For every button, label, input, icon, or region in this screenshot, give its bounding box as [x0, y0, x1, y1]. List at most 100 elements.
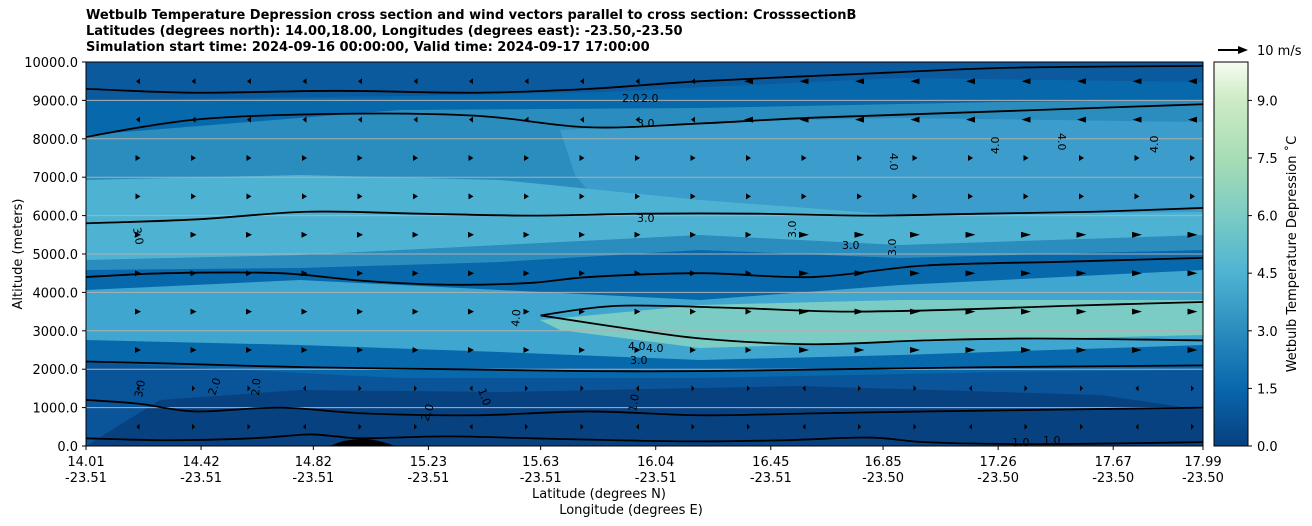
field-band-lowest-dark — [86, 386, 1203, 446]
field-band-light-mid — [86, 175, 1203, 260]
wind-vector-185 — [413, 78, 418, 85]
x-tick-label-lon-2: -23.51 — [292, 471, 334, 486]
wind-vector-93 — [854, 270, 865, 277]
wind-vector-34 — [913, 385, 917, 392]
wind-vector-11 — [747, 423, 750, 430]
wind-vector-116 — [1021, 231, 1031, 238]
wind-vector-68 — [579, 308, 585, 315]
x-tick-label-lat-5: 16.04 — [637, 455, 674, 470]
wind-vector-89 — [634, 270, 641, 277]
wind-vector-32 — [802, 385, 806, 392]
wind-vector-115 — [965, 231, 976, 238]
contour-line-1-0-0 — [86, 433, 1203, 446]
wind-vector-24 — [358, 385, 362, 392]
x-tick-label-lon-4: -23.51 — [520, 471, 562, 486]
x-tick-label-lat-0: 14.01 — [67, 455, 104, 470]
x-tick-label-lon-10: -23.50 — [1182, 471, 1224, 486]
wind-vector-6 — [469, 423, 473, 430]
wind-vector-173 — [855, 116, 864, 123]
wind-vector-191 — [744, 78, 753, 85]
contour-label-4c: 4.0 — [509, 309, 523, 328]
wind-vector-99 — [1187, 270, 1198, 277]
quiver-key: 10 m/s — [1218, 44, 1302, 59]
contour-line-2-0-1 — [86, 399, 1203, 417]
wind-vector-80 — [135, 270, 141, 277]
contour-label-3c: 3.0 — [842, 239, 860, 252]
wind-vector-50 — [690, 347, 696, 353]
wind-vector-113 — [854, 231, 865, 238]
wind-vector-162 — [247, 116, 251, 123]
wind-vector-136 — [1023, 193, 1029, 200]
colorbar-ticks: 0.0 1.5 3.0 4.5 6.0 7.5 9.0 — [1248, 94, 1278, 455]
wind-vector-196 — [1021, 78, 1031, 85]
wind-vector-153 — [857, 155, 862, 161]
wind-vector-180 — [136, 78, 140, 85]
wind-vector-187 — [524, 78, 529, 85]
wind-vector-39 — [1191, 385, 1194, 392]
x-axis-label-lon: Longitude (degrees E) — [559, 503, 703, 518]
contour-line-4-0-8 — [540, 301, 1203, 317]
wind-vector-100 — [135, 231, 141, 238]
wind-vector-159 — [1190, 155, 1195, 161]
wind-vector-123 — [302, 193, 307, 200]
wind-vector-175 — [966, 116, 975, 123]
wind-vector-29 — [636, 385, 639, 392]
wind-vector-188 — [580, 78, 584, 85]
wind-vector-22 — [247, 385, 251, 392]
wind-vector-151 — [746, 155, 751, 161]
contour-label-3g: 3.0 — [786, 221, 799, 239]
contour-label-2b: 2.0 — [641, 92, 659, 105]
wind-vectors — [135, 78, 1198, 430]
wind-vector-142 — [246, 155, 252, 161]
contour-line-3-0-3 — [86, 360, 1203, 373]
wind-vector-126 — [468, 193, 474, 200]
wind-vector-28 — [580, 385, 584, 392]
wind-vector-167 — [524, 116, 529, 123]
wind-vector-56 — [1021, 347, 1031, 353]
wind-vector-105 — [412, 231, 419, 238]
contour-label-3: 3.0 — [637, 117, 655, 130]
x-axis-label-lat: Latitude (degrees N) — [532, 487, 666, 502]
wind-vector-48 — [579, 347, 585, 353]
wind-vector-125 — [413, 193, 418, 200]
y-tick-label-1: 1000.0 — [33, 402, 79, 417]
wind-vector-23 — [303, 385, 306, 392]
x-tick-label-lon-1: -23.51 — [180, 471, 222, 486]
wind-vector-174 — [910, 116, 920, 123]
wind-vector-5 — [414, 423, 417, 430]
colorbar-tick-label-6: 9.0 — [1257, 94, 1278, 109]
contour-label-3b: 3.0 — [637, 212, 655, 225]
contour-label-1c: 1.0 — [1012, 436, 1030, 449]
quiver-key-arrow-head — [1238, 46, 1248, 54]
wind-vector-84 — [357, 270, 363, 277]
contour-label-4b: 4.0 — [646, 342, 664, 355]
wind-vector-157 — [1079, 155, 1084, 161]
wind-vector-7 — [525, 423, 528, 430]
wind-vector-146 — [468, 155, 474, 161]
wind-vector-111 — [745, 231, 752, 238]
contour-label-1: 1.0 — [475, 387, 493, 408]
wind-vector-16 — [1024, 423, 1028, 430]
x-tick-label-lon-7: -23.50 — [862, 471, 904, 486]
contour-label-1d: 1.0 — [1043, 434, 1061, 447]
wind-vector-76 — [1021, 308, 1031, 315]
wind-vector-131 — [746, 193, 751, 200]
contour-line-3-0-6 — [86, 207, 1203, 225]
contour-line-4-0-7 — [540, 314, 1203, 346]
x-tick-label-lat-2: 14.82 — [295, 455, 332, 470]
wind-vector-184 — [358, 78, 362, 85]
wind-vector-156 — [1023, 155, 1029, 161]
y-tick-label-6: 6000.0 — [33, 210, 79, 225]
wind-vector-182 — [247, 78, 251, 85]
wind-vector-97 — [1076, 270, 1087, 277]
wind-vector-81 — [190, 270, 197, 277]
wind-vector-54 — [910, 347, 920, 353]
wind-vector-186 — [469, 78, 473, 85]
wind-vector-135 — [968, 193, 973, 200]
wind-vector-114 — [910, 231, 920, 238]
wind-vector-106 — [468, 231, 474, 238]
wind-vector-41 — [190, 347, 197, 353]
wind-vector-138 — [1134, 193, 1140, 200]
wind-vector-195 — [966, 78, 975, 85]
wind-vector-31 — [747, 385, 750, 392]
